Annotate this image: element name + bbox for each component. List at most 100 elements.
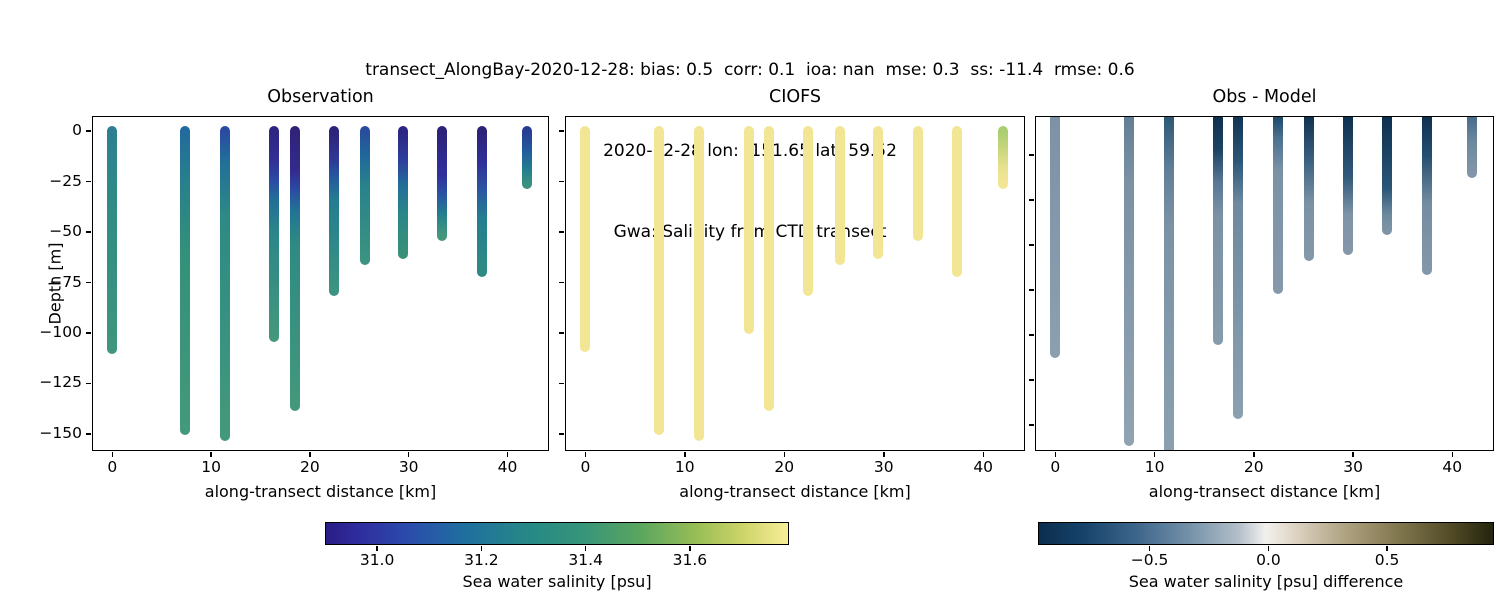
- profile-bar: [107, 126, 118, 355]
- y-tick: [86, 433, 91, 435]
- profile-bar: [743, 126, 754, 334]
- profile-bar: [476, 126, 487, 278]
- profile-bar: [1050, 116, 1061, 358]
- profile-bar: [1467, 116, 1478, 178]
- y-tick: [559, 130, 564, 132]
- x-tick-label: 20: [774, 458, 795, 476]
- y-tick: [1029, 244, 1034, 246]
- profile-bar: [763, 126, 774, 411]
- y-tick: [559, 433, 564, 435]
- profile-bar: [1381, 116, 1392, 236]
- y-tick: [86, 130, 91, 132]
- x-tick-label: 40: [1442, 458, 1463, 476]
- profile-bar: [360, 126, 371, 266]
- x-tick: [111, 452, 113, 457]
- profile-bar: [437, 126, 448, 242]
- colorbar-tick-label: 31.0: [359, 551, 395, 569]
- panel-title: CIOFS: [768, 87, 822, 107]
- colorbar-tick-label: 31.2: [464, 551, 499, 569]
- profile-bar: [522, 126, 533, 189]
- profile-bar: [873, 126, 884, 260]
- x-tick-label: 30: [873, 458, 894, 476]
- profile-bar: [998, 126, 1009, 189]
- colorbar-salinity: 31.0 31.2 31.4 31.6 Sea water salinity [psu]: [325, 522, 789, 591]
- profile-bar: [803, 126, 814, 296]
- profile-bar: [398, 126, 409, 260]
- x-tick-label: 20: [300, 458, 320, 476]
- colorbar-tick: [1386, 546, 1388, 551]
- x-tick-label: 0: [580, 458, 591, 476]
- y-axis-label: Depth [m]: [45, 242, 65, 324]
- plot-area: [92, 116, 549, 451]
- x-tick-label: 30: [398, 458, 419, 476]
- colorbar-tick: [689, 546, 691, 551]
- colorbar-tick: [480, 546, 483, 551]
- colorbar-tick-label: −0.5: [1130, 551, 1169, 569]
- x-tick-label: 10: [1144, 458, 1165, 476]
- x-tick-label: 20: [1243, 458, 1264, 476]
- colorbar-difference: −0.5 0.0 0.5 Sea water salinity [psu] diffe…: [1038, 522, 1494, 591]
- x-axis-label: along-transect distance [km]: [1148, 482, 1381, 501]
- figure-title: transect_AlongBay-2020-12-28: bias: 0.5 …: [0, 3, 1500, 300]
- x-tick: [506, 452, 509, 457]
- y-tick: [559, 382, 564, 385]
- x-tick-label: 10: [201, 458, 221, 476]
- y-tick: [559, 180, 564, 183]
- x-tick: [1153, 452, 1156, 457]
- figure-title-line2: 2020-12-28 lon: -151.65 lat: 59.52: [603, 141, 897, 161]
- colorbar-gradient: [1038, 522, 1494, 545]
- profile-bar: [220, 126, 231, 441]
- y-tick: [559, 281, 564, 284]
- y-tick-label: −50: [49, 222, 82, 240]
- x-tick: [1253, 452, 1255, 457]
- y-tick: [559, 332, 564, 334]
- x-tick-label: 40: [497, 458, 518, 476]
- y-tick: [1029, 424, 1034, 426]
- plot-area: [565, 116, 1025, 451]
- x-tick-label: 0: [1050, 458, 1061, 476]
- profile-bar: [694, 126, 705, 441]
- profile-bar: [1213, 116, 1224, 345]
- x-tick: [883, 452, 885, 457]
- y-tick: [1029, 289, 1034, 291]
- x-tick: [309, 452, 311, 457]
- x-tick-label: 30: [1343, 458, 1363, 476]
- profile-bar: [1421, 116, 1432, 275]
- profile-bar: [1233, 116, 1244, 420]
- colorbar-label: Sea water salinity [psu]: [462, 572, 652, 591]
- profile-bar: [835, 126, 845, 266]
- y-tick-label: 0: [72, 121, 82, 140]
- figure-title-line1: transect_AlongBay-2020-12-28: bias: 0.5 …: [365, 60, 1135, 80]
- x-tick-label: 40: [973, 458, 994, 476]
- colorbar-tick: [376, 546, 378, 551]
- colorbar-tick-label: 31.6: [672, 551, 708, 569]
- profile-bar: [912, 126, 923, 242]
- profile-bar: [1342, 116, 1353, 255]
- x-tick: [1352, 452, 1354, 457]
- profile-bar: [654, 126, 664, 435]
- profile-bar: [952, 126, 963, 278]
- y-tick: [86, 332, 91, 334]
- x-axis-label: along-transect distance [km]: [679, 482, 911, 501]
- y-tick-label: −125: [39, 373, 82, 392]
- profile-bar: [1272, 116, 1283, 295]
- profile-bar: [289, 126, 300, 411]
- colorbar-gradient: [325, 522, 789, 545]
- colorbar-tick: [584, 546, 587, 551]
- panel-obs-model: 0 10 20 30 40 Obs - Model along-transect dista…: [1029, 87, 1494, 501]
- profile-bar: [180, 126, 191, 435]
- panel-title: Observation: [267, 87, 374, 107]
- profile-bar: [269, 126, 280, 342]
- profile-bar: [580, 126, 591, 353]
- profile-bar: [1304, 116, 1315, 262]
- y-tick-label: −150: [39, 423, 82, 442]
- panel-title: Obs - Model: [1212, 87, 1317, 107]
- x-tick-label: 10: [674, 458, 695, 476]
- x-tick: [1451, 452, 1454, 457]
- y-tick-label: −75: [49, 272, 82, 291]
- panel-ciofs: 0 10 20 30 40 CIOFS along-transect distance [k…: [559, 87, 1025, 501]
- x-tick: [982, 452, 984, 457]
- colorbar-tick-label: 0.5: [1374, 551, 1400, 569]
- profile-bar: [328, 126, 339, 296]
